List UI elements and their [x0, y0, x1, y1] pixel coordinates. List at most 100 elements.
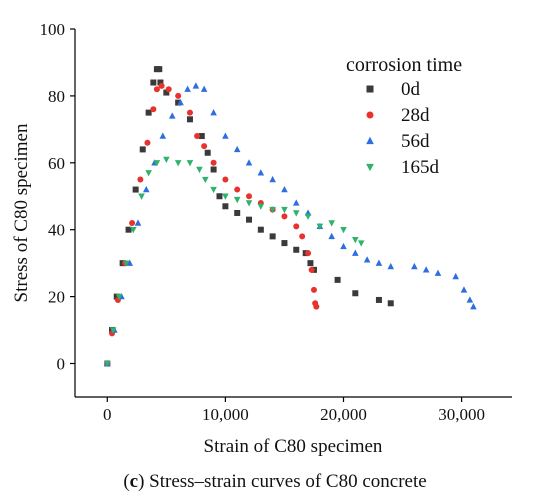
data-point-28d: [234, 186, 241, 193]
data-point-28d: [313, 303, 320, 310]
data-point-56d: [460, 286, 468, 293]
data-point-0d: [234, 209, 241, 216]
data-point-165d: [115, 293, 123, 301]
data-point-0d: [375, 296, 382, 303]
data-point-56d: [269, 175, 276, 183]
data-point-0d: [222, 203, 229, 210]
data-point-56d: [257, 169, 265, 176]
data-point-165d: [163, 156, 170, 164]
data-point-165d: [328, 220, 335, 227]
data-point-165d: [257, 203, 265, 210]
data-point-56d: [142, 185, 150, 193]
data-point-165d: [269, 206, 276, 214]
axes: [74, 29, 512, 398]
data-point-165d: [138, 193, 145, 200]
y-tick-label: 20: [48, 288, 65, 307]
y-tick-label: 80: [48, 87, 65, 106]
data-point-56d: [168, 112, 176, 119]
data-point-56d: [422, 266, 430, 273]
legend-label-56d: 56d: [401, 131, 430, 152]
data-point-56d: [466, 296, 474, 303]
data-point-56d: [452, 272, 459, 280]
data-point-56d: [233, 145, 241, 153]
data-point-28d: [194, 133, 201, 140]
data-point-165d: [316, 223, 324, 230]
data-point-28d: [293, 223, 300, 230]
data-point-0d: [307, 260, 314, 267]
data-point-0d: [157, 79, 164, 86]
data-point-165d: [222, 193, 229, 200]
data-point-56d: [470, 303, 477, 310]
x-tick-label: 30,000: [438, 405, 485, 424]
data-point-56d: [159, 132, 167, 139]
figure-caption: (c) Stress–strain curves of C80 concrete: [123, 471, 426, 492]
data-point-0d: [257, 226, 264, 233]
data-point-0d: [216, 193, 223, 200]
data-point-56d: [363, 256, 371, 263]
series-165d: [104, 156, 365, 368]
x-tick-label: 10,000: [202, 405, 249, 424]
data-point-0d: [175, 99, 182, 106]
legend-label-165d: 165d: [401, 157, 440, 178]
data-point-0d: [132, 186, 139, 193]
data-point-56d: [177, 98, 184, 106]
data-point-165d: [104, 360, 111, 368]
data-point-165d: [145, 170, 152, 177]
data-point-165d: [210, 186, 217, 194]
data-point-28d: [310, 286, 317, 293]
legend-label-28d: 28d: [401, 105, 430, 126]
data-point-165d: [352, 237, 359, 244]
data-point-56d: [134, 219, 142, 226]
data-point-28d: [246, 193, 253, 200]
legend-item-28d: 28d: [366, 105, 430, 126]
data-point-0d: [163, 89, 170, 96]
data-point-56d: [200, 85, 208, 92]
data-point-165d: [196, 166, 203, 174]
data-point-165d: [129, 227, 137, 234]
data-point-165d: [174, 160, 182, 167]
data-point-56d: [411, 262, 418, 270]
data-point-0d: [125, 226, 132, 233]
data-point-0d: [352, 290, 359, 297]
data-point-165d: [122, 260, 130, 267]
data-point-0d: [145, 109, 152, 116]
data-point-0d: [198, 133, 205, 140]
data-point-28d: [201, 143, 208, 150]
x-tick-label: 0: [103, 405, 112, 424]
data-point-0d: [113, 293, 120, 300]
x-tick-label: 20,000: [320, 405, 367, 424]
legend-item-0d: 0d: [366, 79, 421, 100]
legend-item-165d: 165d: [366, 157, 440, 178]
data-point-0d: [186, 116, 193, 123]
data-point-28d: [175, 92, 182, 99]
data-point-165d: [109, 327, 117, 334]
data-point-28d: [186, 109, 193, 116]
data-point-28d: [210, 159, 217, 166]
data-point-0d: [139, 146, 146, 153]
data-point-0d: [204, 149, 211, 156]
x-axis-title: Strain of C80 specimen: [204, 436, 383, 457]
data-point-28d: [150, 106, 157, 113]
caption-letter: c: [130, 471, 138, 492]
data-point-28d: [165, 86, 172, 93]
data-point-0d: [387, 300, 394, 307]
data-point-28d: [137, 176, 144, 183]
data-point-0d: [281, 240, 288, 247]
caption-text: ) Stress–strain curves of C80 concrete: [138, 471, 427, 492]
data-point-28d: [158, 82, 165, 89]
legend: corrosion time 0d 28d 56d 165d: [346, 54, 462, 178]
legend-marker-56d: [366, 136, 374, 145]
data-point-56d: [245, 159, 253, 166]
data-point-0d: [269, 233, 276, 240]
data-point-165d: [281, 206, 288, 214]
legend-marker-28d: [366, 111, 374, 119]
x-ticks: 0 10,000 20,000 30,000: [103, 397, 485, 424]
data-point-56d: [352, 249, 359, 256]
data-point-165d: [340, 227, 347, 234]
data-point-0d: [150, 79, 157, 86]
data-point-56d: [292, 199, 300, 206]
data-point-165d: [186, 160, 194, 167]
data-point-28d: [308, 266, 315, 273]
data-point-0d: [246, 216, 253, 223]
